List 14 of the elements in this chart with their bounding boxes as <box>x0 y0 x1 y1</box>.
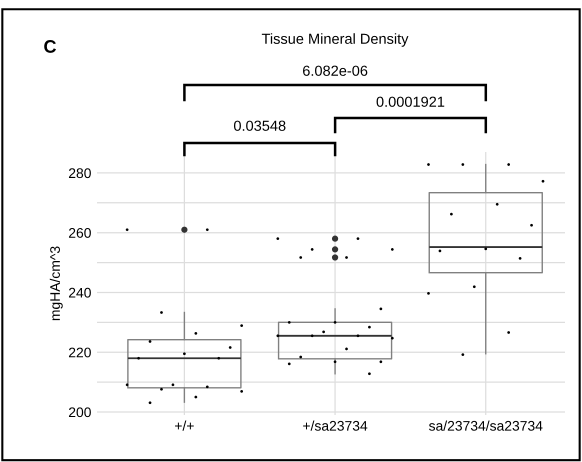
x-tick-label: +/+ <box>175 420 194 431</box>
text: 0.03548 <box>234 120 286 131</box>
y-tick-label: 220 <box>68 348 91 358</box>
x-tick-label: sa/23734/sa23734 <box>428 420 542 431</box>
y-tick-label: 200 <box>68 407 91 418</box>
y-tick-label: 260 <box>68 228 91 238</box>
x-tick-label: +/sa23734 <box>303 420 368 431</box>
text: 6.082e-06 <box>303 66 368 76</box>
text: C <box>44 40 56 53</box>
text: 0.0001921 <box>376 96 444 107</box>
y-tick-label: 240 <box>68 288 91 298</box>
chart-title: Tissue Mineral Density <box>262 33 408 47</box>
y-axis-title: mgHA/cm^3 <box>50 246 63 320</box>
y-tick-label: 280 <box>68 168 91 178</box>
